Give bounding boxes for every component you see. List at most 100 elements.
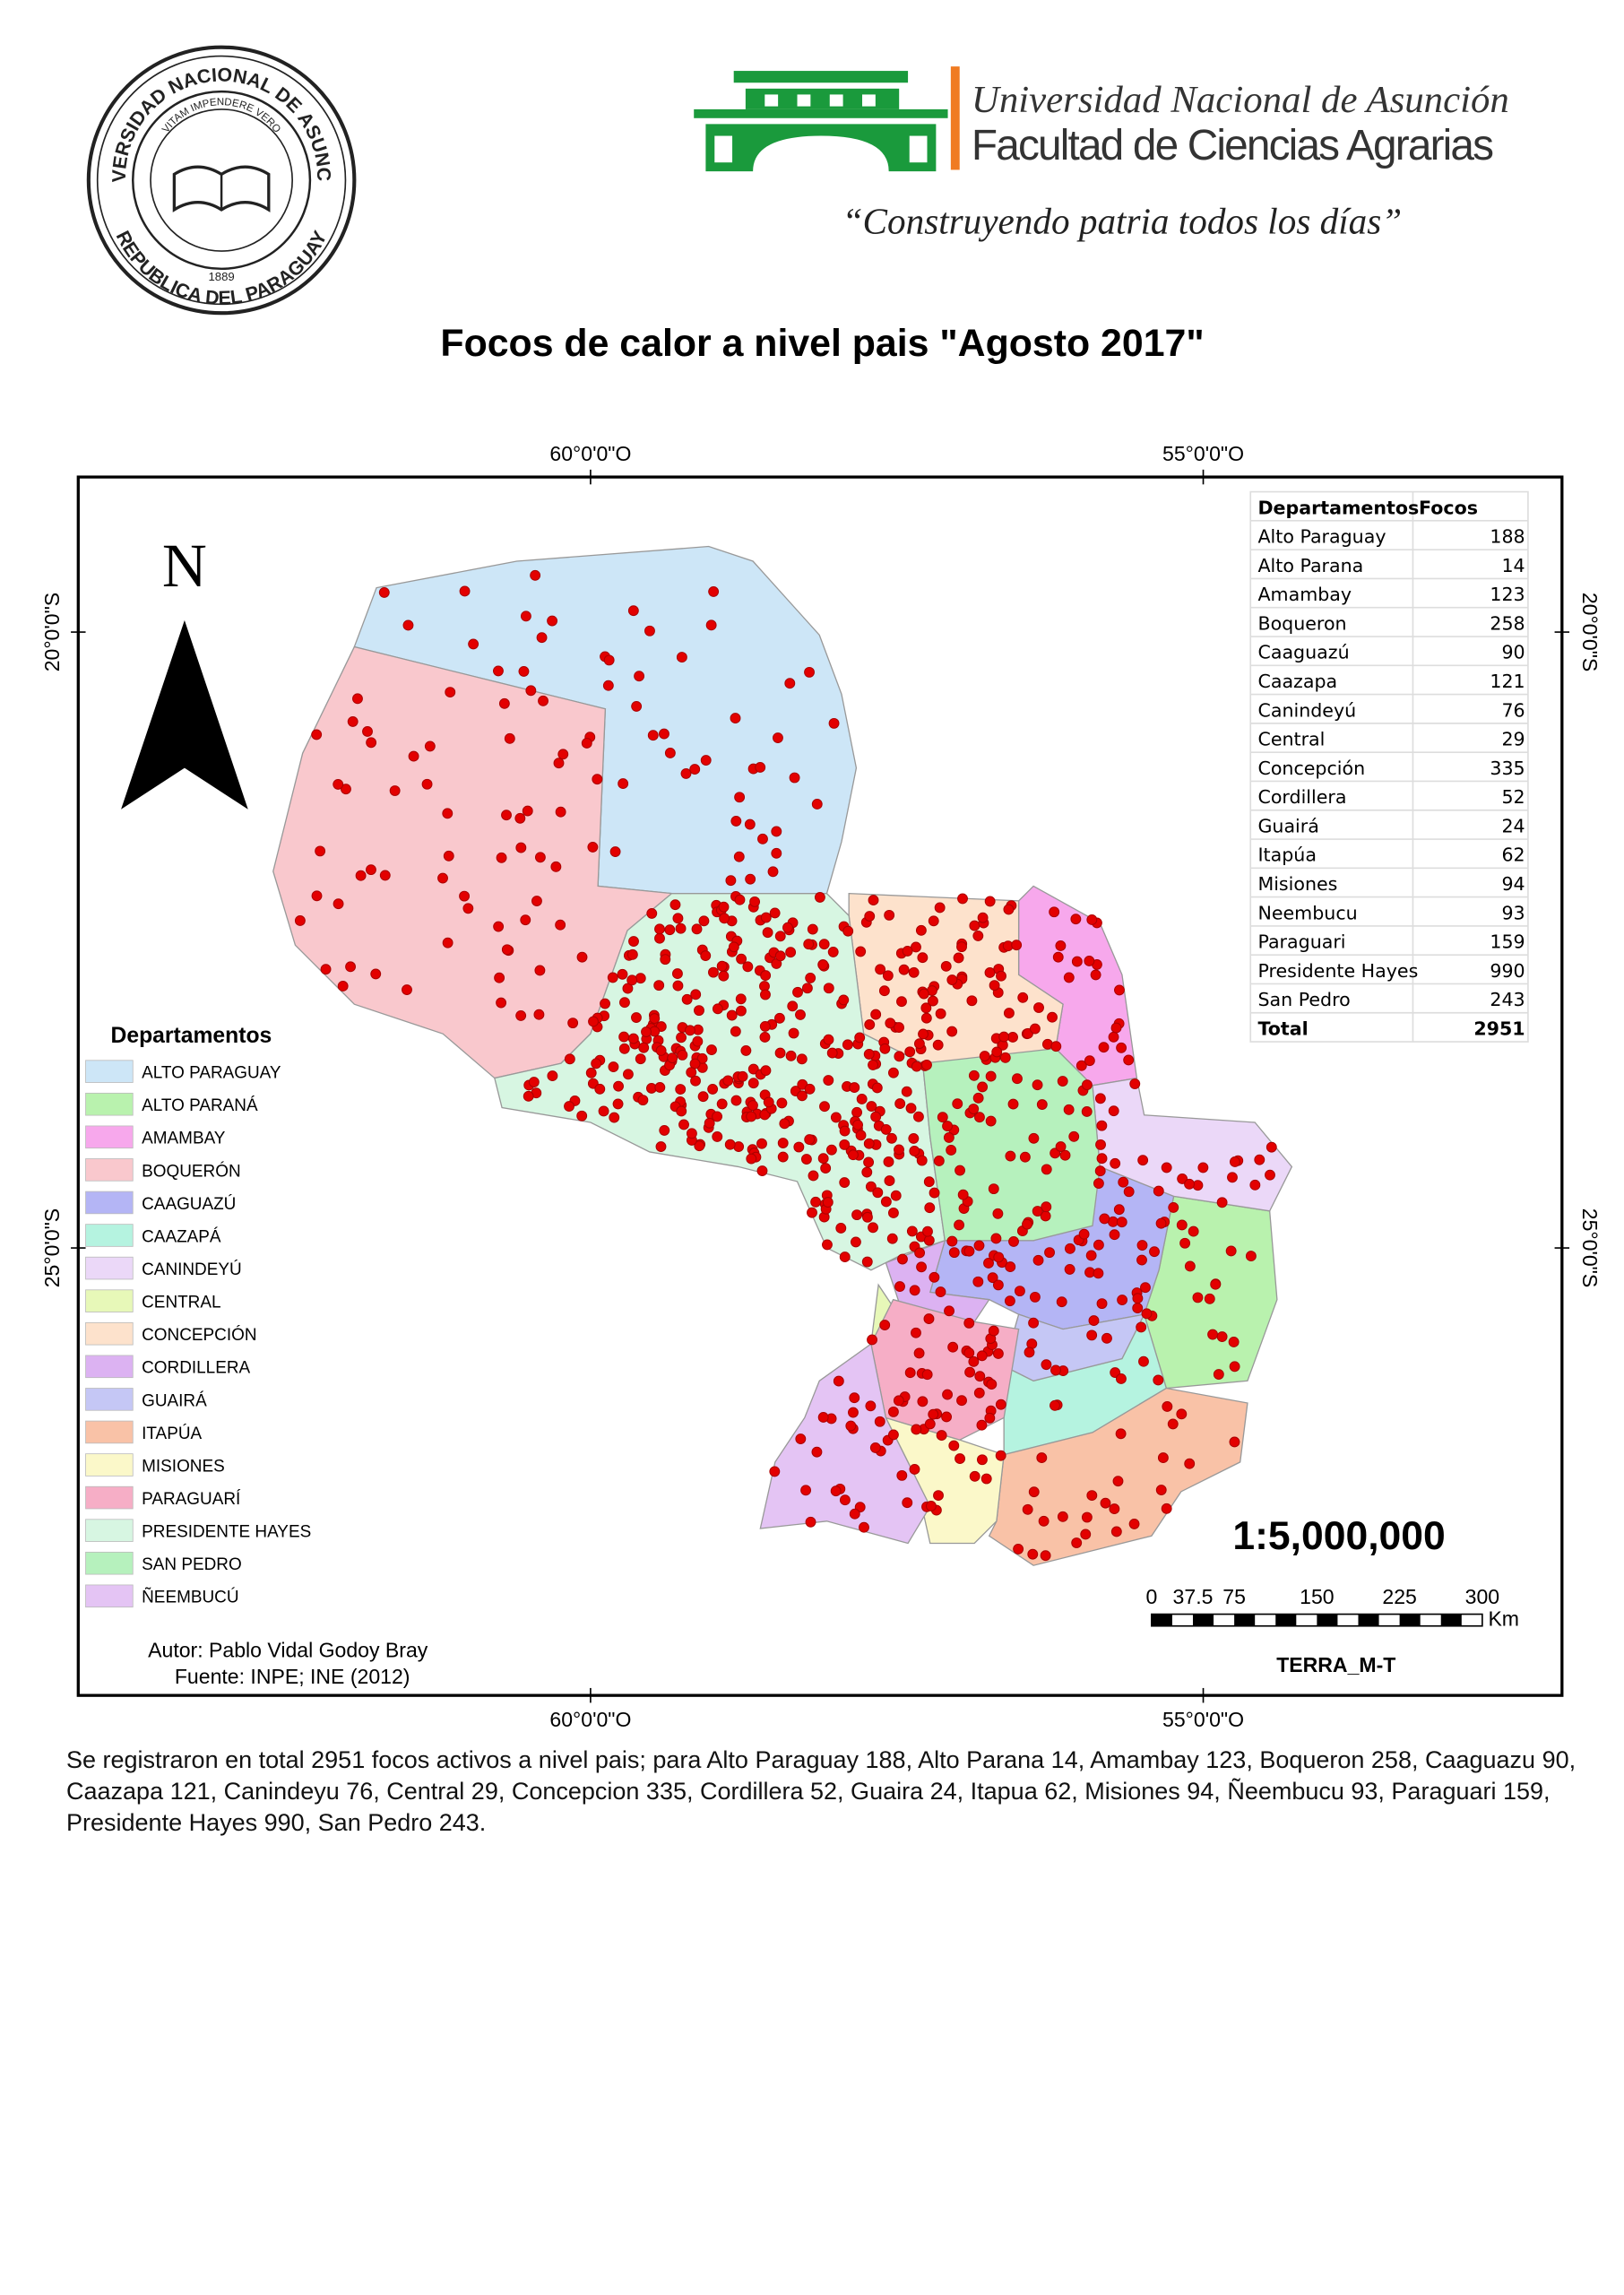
fire-point [315, 845, 326, 857]
legend-swatch [85, 1321, 134, 1346]
fire-point [635, 1053, 646, 1065]
fire-point [804, 666, 815, 678]
fire-point [977, 912, 989, 923]
latitude-label: 20°0'0"S [1578, 593, 1602, 671]
fire-point [1056, 1296, 1067, 1308]
fire-point [850, 1236, 861, 1248]
fire-point [887, 1067, 899, 1078]
fire-point [946, 1145, 957, 1156]
longitude-label: 60°0'0"O [549, 442, 631, 465]
fire-point [740, 1045, 752, 1056]
fire-point [759, 1020, 771, 1032]
fire-point [700, 950, 712, 961]
fire-point [421, 778, 433, 790]
fire-point [745, 873, 756, 885]
fire-point [1184, 1458, 1196, 1469]
fire-point [617, 968, 628, 980]
author: Autor: Pablo Vidal Godoy Bray [148, 1638, 428, 1661]
table-cell: 90 [1501, 642, 1525, 663]
fire-point [402, 619, 414, 631]
scale-tick-label: 150 [1300, 1585, 1334, 1608]
fire-point [944, 1305, 955, 1317]
fire-point [828, 717, 840, 729]
fire-point [1227, 1172, 1238, 1183]
faculty-name: Facultad de Ciencias Agrarias [972, 122, 1494, 169]
fire-point [913, 1111, 924, 1122]
fire-point [1188, 1225, 1199, 1237]
fire-point [992, 1279, 1004, 1291]
fire-point [972, 1276, 984, 1287]
fire-point [755, 762, 766, 773]
fire-point [680, 767, 692, 779]
fire-point [1057, 1076, 1068, 1087]
fire-point [1136, 1240, 1148, 1251]
legend-label: MISIONES [142, 1457, 225, 1476]
fire-point [1109, 1229, 1120, 1241]
fire-point [1032, 1079, 1043, 1091]
fire-point [600, 998, 610, 1009]
fire-point [686, 1067, 697, 1078]
fire-point [733, 851, 745, 862]
fire-point [767, 866, 779, 878]
fire-point [520, 914, 531, 926]
fire-point [905, 1103, 917, 1114]
fire-point [940, 960, 952, 972]
table-cell: Presidente Hayes [1257, 960, 1418, 982]
fire-point [918, 988, 929, 1000]
fire-point [1065, 1243, 1075, 1254]
department-area [1092, 1077, 1293, 1212]
fire-point [976, 1419, 988, 1431]
fire-point [916, 1261, 927, 1273]
fire-point [1008, 1236, 1019, 1247]
fire-point [587, 841, 599, 853]
fire-point [730, 1095, 742, 1106]
fire-point [1081, 1106, 1093, 1117]
fire-point [935, 1008, 946, 1019]
fire-point [995, 1399, 1006, 1410]
fire-point [660, 954, 671, 966]
fire-point [864, 1019, 876, 1030]
scale-ratio: 1:5,000,000 [1232, 1514, 1445, 1558]
fire-point [603, 654, 615, 666]
fire-point [697, 1091, 709, 1103]
fire-point [1086, 1329, 1098, 1341]
fire-point [1050, 1364, 1061, 1376]
table-cell: 62 [1501, 844, 1525, 866]
fire-point [612, 1098, 624, 1110]
fire-point [941, 1411, 952, 1423]
fire-point [654, 1082, 666, 1093]
fire-point [576, 951, 588, 963]
fire-point [1015, 1286, 1025, 1297]
fire-point [442, 937, 454, 948]
fire-point [1075, 1060, 1087, 1071]
fire-point [1093, 1239, 1104, 1251]
table-cell: 990 [1490, 960, 1525, 982]
fire-point [459, 890, 470, 902]
fire-point [937, 1112, 948, 1123]
fire-point [823, 983, 834, 994]
fire-point [769, 907, 781, 919]
fire-point [1137, 1155, 1149, 1166]
fire-point [746, 1111, 757, 1122]
fire-point [985, 1070, 997, 1082]
fire-point [868, 1059, 878, 1070]
fire-point [855, 1130, 867, 1141]
fire-point [782, 922, 793, 933]
fire-point [1096, 1153, 1108, 1165]
fire-point [626, 974, 638, 986]
fire-point [830, 1485, 842, 1497]
fire-point [1153, 1374, 1164, 1386]
fire-point [935, 1286, 946, 1298]
fire-point [725, 875, 737, 887]
source: Fuente: INPE; INE (2012) [175, 1665, 410, 1688]
fire-point [618, 1043, 630, 1054]
fire-point [631, 701, 643, 712]
fire-point [887, 1406, 899, 1417]
longitude-label: 60°0'0"O [549, 1708, 631, 1731]
fire-point [973, 1240, 985, 1251]
caption: Se registraron en total 2951 focos activ… [66, 1746, 1576, 1836]
fire-point [774, 1047, 786, 1059]
fire-point [845, 1420, 857, 1432]
fire-point [998, 1031, 1010, 1043]
